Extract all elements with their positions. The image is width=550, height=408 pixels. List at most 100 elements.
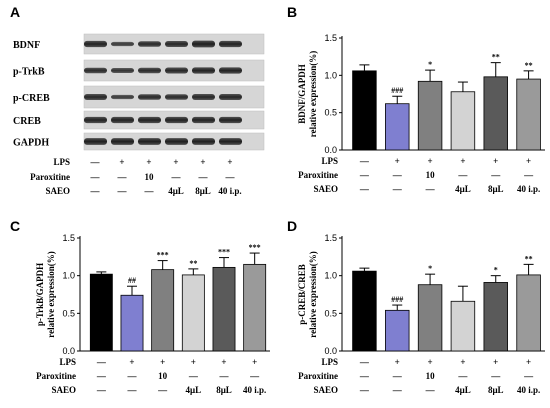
condition-value: — [127,385,138,395]
condition-value: 40 i.p. [218,186,241,196]
condition-value: + [173,157,178,167]
y-axis-label-units: relative expression(%) [308,51,318,137]
condition-value: — [117,172,128,182]
condition-value: — [249,371,260,381]
bar [212,266,236,352]
bar [450,91,476,151]
significance-marker: ** [525,61,533,70]
blot-band [192,40,215,48]
condition-value: + [493,357,498,367]
condition-value: — [359,357,370,367]
y-tick-label: 1.0 [62,271,75,281]
condition-value: + [146,157,151,167]
condition-value: — [359,385,370,395]
bar [181,274,205,352]
condition-value: — [90,172,101,182]
y-axis-label-units: relative expression(%) [308,251,318,337]
condition-value: 8μL [195,186,211,196]
blot-band [192,94,215,100]
condition-value: — [359,371,370,381]
condition-value: 8μL [488,385,504,395]
bar [151,269,175,352]
blot-band [84,94,107,100]
significance-marker: * [428,60,432,69]
significance-marker: *** [249,243,261,252]
blot-label: CREB [13,116,41,127]
blot-band [84,116,107,124]
blot-band [219,67,242,74]
condition-value: + [460,156,465,166]
condition-value: — [457,371,468,381]
condition-label: SAEO [313,184,338,194]
condition-value: — [359,170,370,180]
condition-label: SAEO [313,385,338,395]
y-tick-label: 0.0 [324,346,337,356]
condition-value: 10 [158,371,168,381]
condition-value: + [160,357,165,367]
condition-label: SAEO [45,186,70,196]
condition-value: + [493,156,498,166]
significance-marker: * [428,264,432,273]
western-blot-panel: BDNF p-TrkB p-CREB CREB GAPDH LPS — + + + + + Parox… [13,33,265,196]
panel-letter-b: B [287,4,298,20]
blot-label: GAPDH [13,138,49,149]
condition-value: + [460,357,465,367]
condition-label: Paroxitine [298,170,338,180]
y-tick-label: 0.5 [62,308,75,318]
y-tick-label: 0.5 [324,308,337,318]
blot-band [219,138,242,145]
condition-value: — [392,371,403,381]
condition-value: — [425,385,436,395]
y-tick-label: 0.0 [324,145,337,155]
chart-p-creb: 0.0 0.5 1.0 1.5 p-CREB/CREB relative expressi… [297,233,545,395]
y-axis-label-units: relative expression(%) [46,251,56,337]
y-axis-label: p-TrkB/GAPDH [35,263,45,326]
bar [483,76,508,151]
condition-value: — [117,186,128,196]
blot-band [138,116,161,124]
condition-value: — [490,170,501,180]
blot-band [111,68,134,73]
panel-letter-a: A [10,4,21,20]
y-axis-label: BDNF/GAPDH [297,64,307,124]
condition-value: — [359,184,370,194]
condition-value: 4μL [455,385,471,395]
blot-band [138,138,161,145]
y-tick-label: 1.5 [324,233,337,243]
chart-p-trkb: 0.0 0.5 1.0 1.5 p-TrkB/GAPDH relative express… [35,233,270,395]
condition-value: — [96,357,107,367]
blot-band [138,94,161,100]
condition-value: + [227,157,232,167]
blot-band [111,94,134,100]
significance-marker: ** [492,53,500,62]
bar [450,300,476,352]
chart-bdnf: 0.0 0.5 1.0 1.5 BDNF/GAPDH relative expressio… [297,33,545,194]
condition-value: — [171,172,182,182]
condition-value: + [526,357,531,367]
condition-value: — [219,371,230,381]
y-tick-label: 1.0 [324,70,337,80]
blot-band [165,138,188,145]
condition-value: + [395,357,400,367]
panel-letter-d: D [287,218,298,234]
condition-value: — [225,172,236,182]
blot-band [165,116,188,124]
condition-value: 4μL [186,385,202,395]
blot-band [165,94,188,100]
condition-value: — [144,186,155,196]
condition-value: — [90,157,101,167]
condition-value: + [252,357,257,367]
significance-marker: ** [525,254,533,263]
condition-value: — [96,385,107,395]
blot-band [219,116,242,124]
condition-value: — [127,371,138,381]
significance-marker: *** [157,251,169,260]
condition-value: + [221,357,226,367]
blot-label: BDNF [13,40,40,51]
bar [120,294,144,352]
condition-value: 4μL [168,186,184,196]
condition-value: + [395,156,400,166]
condition-value: — [359,156,370,166]
blot-band [165,41,188,47]
condition-label: SAEO [51,385,76,395]
